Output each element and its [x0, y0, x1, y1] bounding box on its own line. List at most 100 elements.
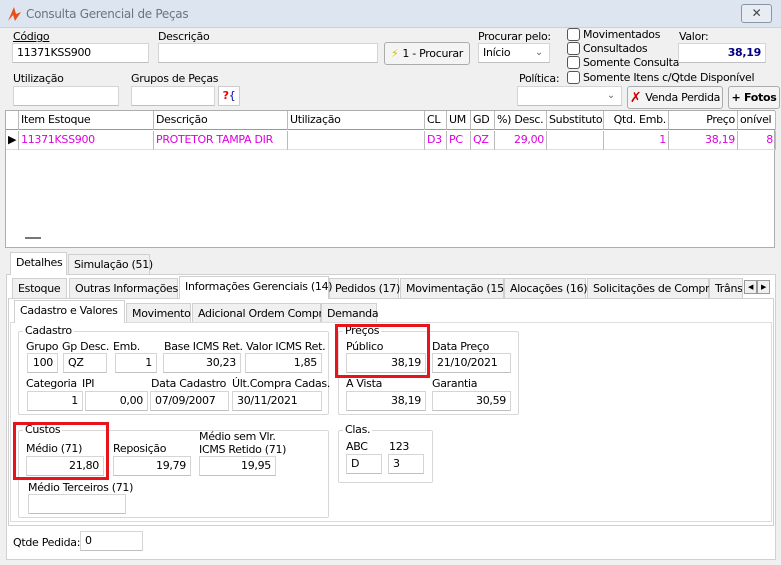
- checkbox-somente-consulta[interactable]: Somente Consulta: [567, 56, 679, 69]
- codigo-label: Código: [13, 30, 50, 43]
- gpdesc-input[interactable]: QZ: [63, 353, 107, 373]
- col-header[interactable]: CL: [425, 111, 447, 130]
- valor-icms-label: Valor ICMS Ret.: [246, 340, 326, 353]
- valor-icms-input[interactable]: 1,85: [245, 353, 322, 373]
- checkbox-box[interactable]: [567, 71, 580, 84]
- medio-sem-vlr-label-2: ICMS Retido (71): [199, 443, 287, 456]
- checkbox-movimentados[interactable]: Movimentados: [567, 28, 660, 41]
- cell: QZ: [471, 131, 495, 150]
- grupos-lookup-icon[interactable]: ?{: [218, 86, 240, 106]
- fotos-button[interactable]: + Fotos: [728, 86, 780, 109]
- checkbox-box[interactable]: [567, 56, 580, 69]
- tab-movimentacao[interactable]: Movimentação (15): [400, 278, 508, 299]
- checkbox-box[interactable]: [567, 28, 580, 41]
- col-header[interactable]: GD: [471, 111, 495, 130]
- emb-input[interactable]: 1: [115, 353, 157, 373]
- checkbox-label: Movimentados: [583, 28, 661, 41]
- medio-terceiros-input[interactable]: [28, 494, 126, 514]
- procurar-pelo-select[interactable]: Início ⌄: [478, 43, 550, 63]
- utilizacao-input[interactable]: [13, 86, 119, 106]
- abc-input[interactable]: D: [346, 454, 382, 474]
- col-header[interactable]: onível: [738, 111, 776, 130]
- medio-input[interactable]: 21,80: [26, 456, 104, 476]
- publico-input[interactable]: 38,19: [346, 353, 426, 373]
- tab-demanda[interactable]: Demanda: [321, 303, 379, 324]
- data-preco-input[interactable]: 21/10/2021: [432, 353, 511, 373]
- a-vista-input[interactable]: 38,19: [346, 391, 426, 411]
- tab-transito[interactable]: Trâns: [709, 278, 743, 299]
- tab-simulacao[interactable]: Simulação (51): [68, 254, 153, 275]
- app-logo-icon: [8, 7, 21, 21]
- base-icms-input[interactable]: 30,23: [163, 353, 241, 373]
- venda-perdida-button[interactable]: ✗ Venda Perdida: [627, 86, 723, 109]
- descricao-label: Descrição: [158, 30, 210, 43]
- col-header[interactable]: Preço: [669, 111, 738, 130]
- ipi-input[interactable]: 0,00: [85, 391, 148, 411]
- descricao-input[interactable]: [158, 43, 378, 63]
- highlight-box-medio: [13, 422, 109, 480]
- tab-pedidos[interactable]: Pedidos (17): [329, 278, 400, 299]
- qtde-pedida-input[interactable]: 0: [80, 531, 143, 551]
- tab-movimento[interactable]: Movimento: [126, 303, 191, 324]
- lightning-icon: ⚡: [390, 47, 399, 60]
- clas-title: Clas.: [343, 423, 373, 436]
- tab-solicitacoes[interactable]: Solicitações de Compra: [587, 278, 716, 299]
- cadastro-title: Cadastro: [23, 324, 74, 337]
- grupos-input[interactable]: [131, 86, 215, 106]
- data-cadastro-input[interactable]: 07/09/2007: [150, 391, 229, 411]
- checkbox-somente-itens[interactable]: Somente Itens c/Qtde Disponível: [567, 71, 755, 84]
- cell: PC: [447, 131, 471, 150]
- grupo-input[interactable]: 100: [27, 353, 58, 373]
- cell: 1: [604, 131, 669, 150]
- reposicao-input[interactable]: 19,79: [113, 456, 191, 476]
- close-button[interactable]: ✕: [741, 4, 772, 23]
- tab-alocacoes[interactable]: Alocações (16): [504, 278, 588, 299]
- col-header[interactable]: Qtd. Emb.: [604, 111, 669, 130]
- col-header[interactable]: UM: [447, 111, 471, 130]
- cell: 29,00: [495, 131, 547, 150]
- n123-input[interactable]: 3: [388, 454, 424, 474]
- cell: 8: [738, 131, 776, 150]
- custos-title: Custos: [23, 423, 63, 436]
- publico-label: Público: [346, 340, 384, 353]
- gpdesc-label: Gp Desc.: [62, 340, 110, 353]
- valor-label: Valor:: [679, 30, 709, 43]
- chevron-down-icon: ⌄: [534, 47, 543, 58]
- categoria-input[interactable]: 1: [27, 391, 83, 411]
- grupo-label: Grupo: [26, 340, 59, 353]
- procurar-pelo-label: Procurar pelo:: [478, 30, 551, 43]
- codigo-input[interactable]: 11371KSS900: [12, 43, 149, 63]
- highlight-box-publico: [335, 324, 430, 378]
- tab-outras-informacoes[interactable]: Outras Informações: [69, 278, 178, 299]
- tab-scroll-right-icon[interactable]: ▶: [757, 280, 770, 294]
- window-title: Consulta Gerencial de Peças: [26, 7, 189, 21]
- tab-informacoes-gerenciais[interactable]: Informações Gerenciais (14): [179, 276, 333, 299]
- col-header[interactable]: %) Desc.: [495, 111, 547, 130]
- grid-header: Item Estoque Descrição Utilização CL UM …: [6, 111, 776, 130]
- tab-adicional-ordem-compra[interactable]: Adicional Ordem Compra: [192, 303, 330, 324]
- col-header[interactable]: Item Estoque: [19, 111, 154, 130]
- valor-input[interactable]: 38,19: [678, 43, 766, 63]
- col-header[interactable]: Utilização: [288, 111, 425, 130]
- politica-select[interactable]: ⌄: [517, 86, 622, 106]
- col-header[interactable]: Substituto: [547, 111, 604, 130]
- col-header[interactable]: Descrição: [154, 111, 288, 130]
- tab-scroll-left-icon[interactable]: ◀: [744, 280, 757, 294]
- splitter-handle[interactable]: [25, 237, 41, 239]
- medio-sem-vlr-input[interactable]: 19,95: [199, 456, 276, 476]
- checkbox-consultados[interactable]: Consultados: [567, 42, 648, 55]
- ult-compra-input[interactable]: 30/11/2021: [232, 391, 322, 411]
- garantia-input[interactable]: 30,59: [432, 391, 511, 411]
- cell: [547, 131, 604, 150]
- venda-perdida-label: Venda Perdida: [645, 91, 721, 104]
- tab-detalhes[interactable]: Detalhes: [10, 252, 67, 275]
- items-grid: Item Estoque Descrição Utilização CL UM …: [5, 110, 776, 248]
- procurar-button[interactable]: ⚡ 1 - Procurar: [384, 42, 470, 65]
- procurar-pelo-value: Início: [483, 46, 511, 59]
- table-row[interactable]: ▶ 11371KSS900 PROTETOR TAMPA DIR D3 PC Q…: [6, 131, 776, 150]
- checkbox-box[interactable]: [567, 42, 580, 55]
- tab-cadastro-valores[interactable]: Cadastro e Valores: [14, 300, 125, 323]
- ipi-label: IPI: [82, 377, 95, 390]
- precos-title: Preços: [343, 324, 382, 337]
- tab-estoque[interactable]: Estoque: [12, 278, 67, 299]
